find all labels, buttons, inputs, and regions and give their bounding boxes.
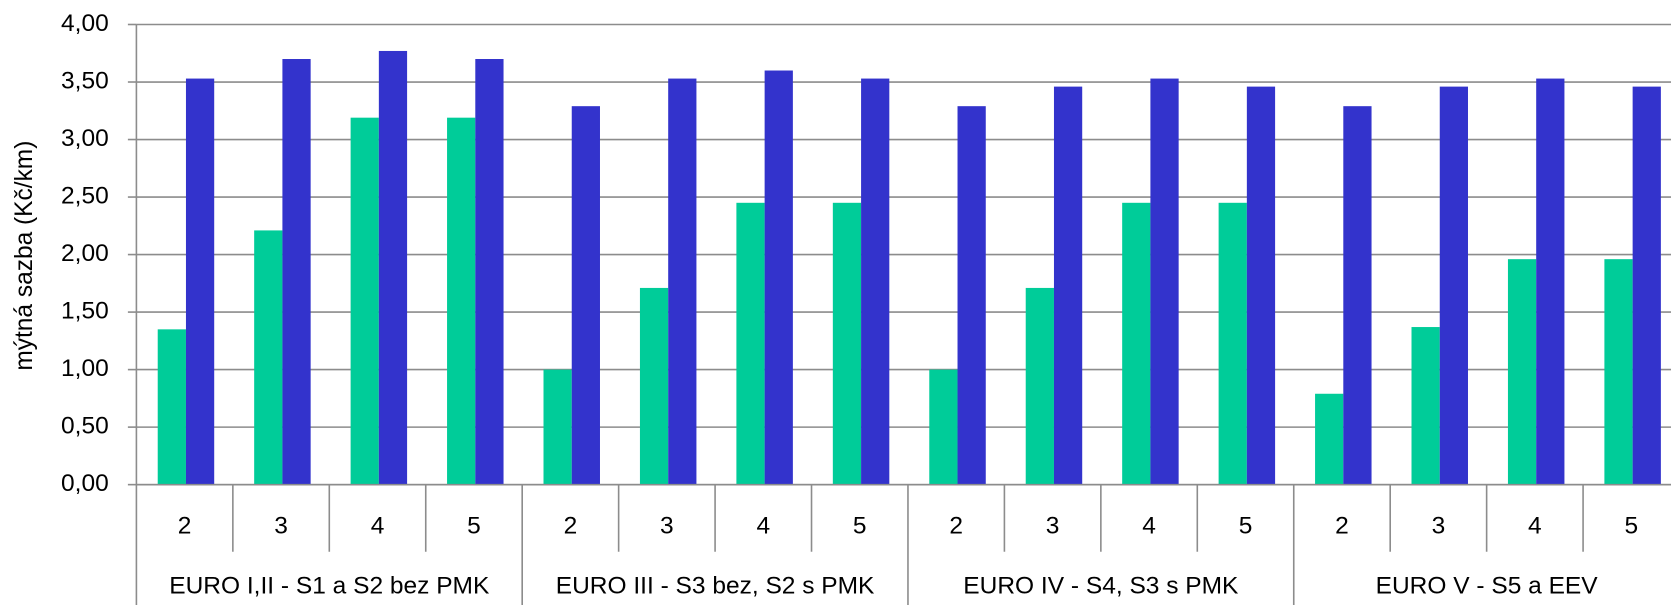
y-tick-label: 3,50	[61, 67, 109, 94]
x-tick-label: 3	[1432, 513, 1446, 540]
y-tick-label: 1,50	[61, 298, 109, 325]
bar	[350, 117, 379, 485]
bar	[861, 78, 890, 485]
x-tick-label: 3	[274, 513, 288, 540]
x-tick-label: 3	[660, 513, 674, 540]
bar	[157, 329, 186, 485]
bar	[1343, 106, 1372, 485]
bar	[639, 287, 669, 485]
y-tick-label: 0,00	[61, 470, 109, 497]
x-tick-label: 5	[1239, 513, 1253, 540]
y-tick-label: 0,50	[61, 413, 109, 440]
group-label: EURO V - S5 a EEV	[1376, 572, 1599, 599]
bar	[832, 202, 862, 485]
x-tick-label: 4	[371, 513, 385, 540]
bar	[254, 230, 283, 485]
x-tick-label: 5	[853, 513, 867, 540]
bar	[1315, 393, 1344, 485]
group-label: EURO III - S3 bez, S2 s PMK	[556, 572, 875, 599]
y-axis-title: mýtná sazba (Kč/km)	[11, 141, 38, 371]
y-tick-label: 2,50	[61, 183, 109, 210]
x-tick-label: 5	[1624, 513, 1638, 540]
bar	[475, 59, 504, 485]
y-tick-label: 3,00	[61, 125, 109, 152]
x-tick-label: 4	[1142, 513, 1156, 540]
x-tick-label: 2	[178, 513, 192, 540]
y-tick-label: 2,00	[61, 240, 109, 267]
bar	[764, 70, 793, 485]
bar	[668, 78, 697, 485]
y-tick-label: 1,00	[61, 355, 109, 382]
bar	[1150, 78, 1179, 485]
x-tick-label: 2	[564, 513, 578, 540]
group-label: EURO IV - S4, S3 s PMK	[963, 572, 1239, 599]
bar	[1218, 202, 1247, 485]
bar	[1439, 86, 1468, 485]
group-label: EURO I,II - S1 a S2 bez PMK	[169, 572, 490, 599]
bar	[543, 369, 572, 485]
bar	[957, 106, 986, 485]
bar	[1536, 78, 1565, 485]
x-tick-label: 3	[1046, 513, 1060, 540]
bar	[1411, 327, 1440, 485]
bar	[1122, 202, 1151, 485]
y-tick-label: 4,00	[61, 10, 109, 37]
bar	[736, 202, 765, 485]
bar	[571, 106, 600, 485]
x-tick-label: 4	[1528, 513, 1542, 540]
bar	[1604, 259, 1633, 485]
bar	[1053, 86, 1083, 485]
bar	[447, 117, 476, 485]
bar	[1507, 259, 1537, 485]
x-tick-label: 2	[1335, 513, 1349, 540]
bar	[378, 50, 408, 485]
x-tick-label: 5	[467, 513, 481, 540]
bar	[1632, 86, 1661, 485]
x-tick-label: 4	[756, 513, 770, 540]
bar	[1246, 86, 1276, 485]
bar	[282, 59, 311, 485]
bar	[929, 369, 958, 485]
bar	[185, 78, 215, 485]
x-tick-label: 2	[949, 513, 963, 540]
bar	[1025, 287, 1054, 485]
